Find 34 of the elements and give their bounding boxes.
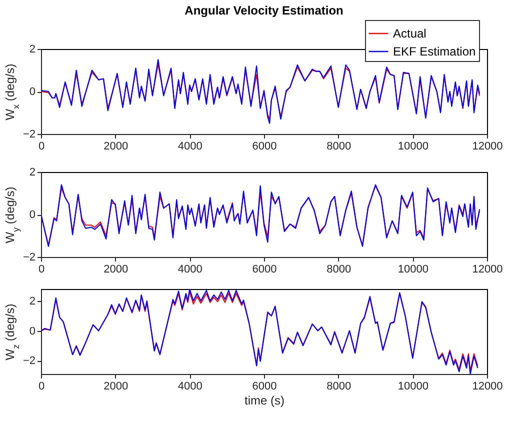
y-tick-label: 0 bbox=[29, 86, 36, 98]
x-tick-label: 0 bbox=[38, 380, 45, 392]
y-tick-label: 0 bbox=[29, 325, 36, 338]
x-tick-label: 6000 bbox=[252, 140, 277, 152]
y-tick-label: 2 bbox=[29, 166, 36, 178]
chart-title: Angular Velocity Estimation bbox=[184, 4, 344, 18]
x-tick-label: 12000 bbox=[472, 264, 503, 276]
x-tick-label: 2000 bbox=[104, 140, 128, 152]
x-tick-label: 4000 bbox=[178, 140, 202, 152]
x-tick-label: 6000 bbox=[252, 264, 277, 276]
x-axis-title: time (s) bbox=[244, 394, 284, 408]
legend-label: Actual bbox=[393, 26, 426, 40]
x-tick-label: 2000 bbox=[104, 380, 128, 392]
x-tick-label: 2000 bbox=[104, 264, 128, 276]
x-tick-label: 8000 bbox=[326, 380, 352, 392]
y-tick-label: 2 bbox=[29, 295, 36, 308]
y-tick-label: −2 bbox=[22, 252, 36, 264]
x-tick-label: 10000 bbox=[398, 264, 428, 276]
x-tick-label: 10000 bbox=[398, 140, 428, 152]
x-tick-label: 12000 bbox=[472, 380, 503, 392]
x-tick-label: 8000 bbox=[326, 264, 352, 276]
x-tick-label: 4000 bbox=[178, 380, 202, 392]
x-tick-label: 10000 bbox=[398, 380, 428, 392]
legend-label: EKF Estimation bbox=[393, 44, 476, 58]
y-tick-label: −2 bbox=[22, 128, 36, 140]
x-tick-label: 12000 bbox=[472, 140, 503, 152]
x-tick-label: 0 bbox=[38, 264, 45, 276]
x-tick-label: 6000 bbox=[252, 380, 277, 392]
y-tick-label: −2 bbox=[22, 355, 36, 368]
x-tick-label: 4000 bbox=[178, 264, 202, 276]
x-tick-label: 0 bbox=[38, 140, 45, 152]
y-tick-label: 2 bbox=[29, 44, 36, 56]
y-tick-label: 0 bbox=[29, 209, 36, 221]
x-tick-label: 8000 bbox=[326, 140, 352, 152]
